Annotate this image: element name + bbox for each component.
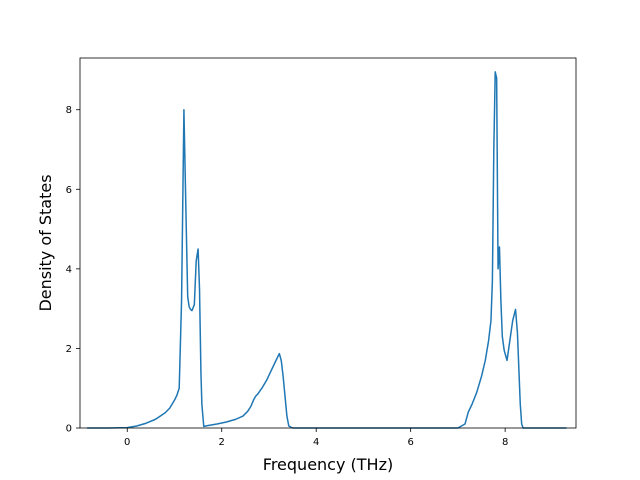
y-tick-label: 2: [66, 344, 72, 355]
plot-frame: [79, 57, 577, 429]
series-layer: [87, 71, 567, 429]
plot-area: [80, 58, 576, 428]
x-tick-label: 4: [313, 437, 319, 448]
x-tick-label: 0: [124, 437, 130, 448]
y-tick-label: 8: [66, 105, 72, 116]
y-tick-label: 6: [66, 185, 72, 196]
x-tick-label: 6: [407, 437, 413, 448]
y-tick-label: 0: [66, 424, 72, 435]
dos-series-line-0: [87, 71, 567, 429]
x-tick-label: 2: [219, 437, 225, 448]
x-axis-ticks: 0 2 4 6 8: [124, 428, 508, 448]
y-tick-label: 4: [66, 264, 72, 275]
y-axis-ticks: 0 2 4 6 8: [66, 105, 80, 435]
y-axis-label: Density of States: [36, 174, 55, 311]
x-axis-label: Frequency (THz): [263, 455, 393, 474]
x-tick-label: 8: [502, 437, 508, 448]
